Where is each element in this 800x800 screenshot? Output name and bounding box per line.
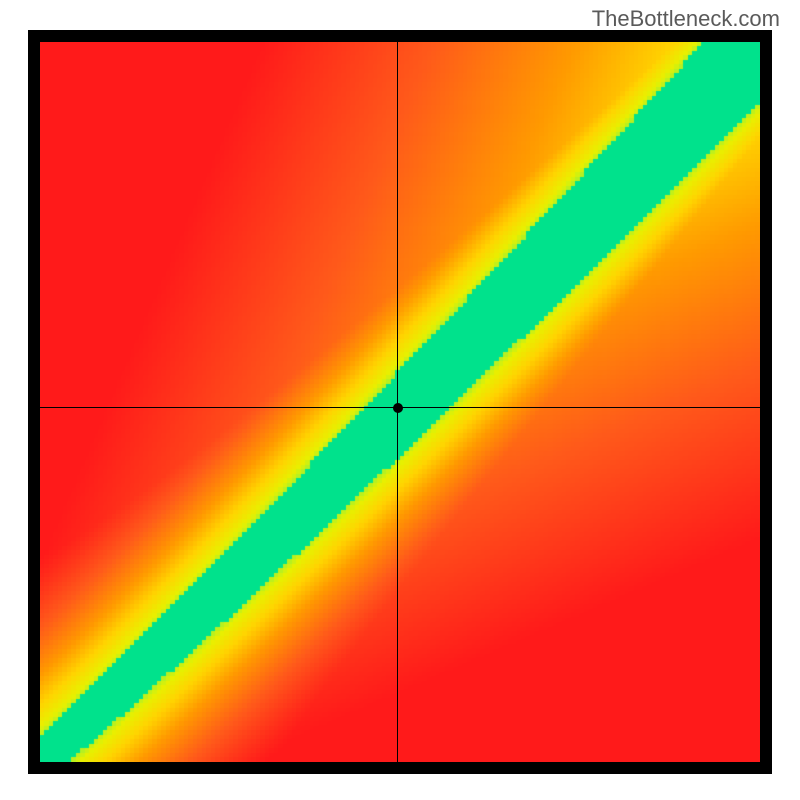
crosshair-target-dot	[393, 403, 403, 413]
watermark-text: TheBottleneck.com	[592, 6, 780, 32]
bottleneck-heatmap-frame	[28, 30, 772, 774]
bottleneck-heatmap	[40, 42, 760, 762]
